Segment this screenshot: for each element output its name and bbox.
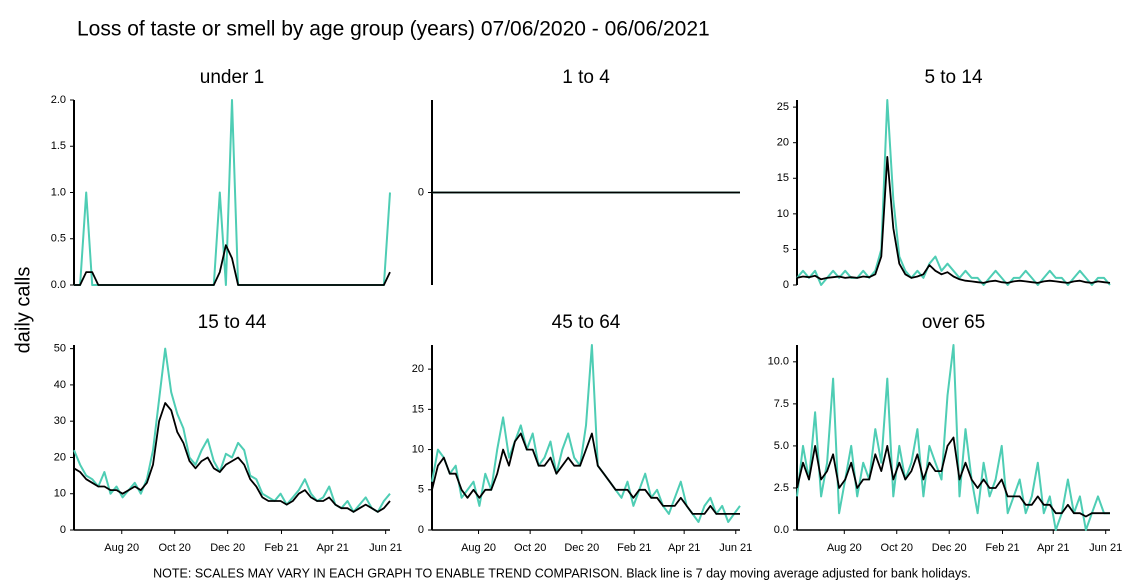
x-tick-label: Oct 20: [514, 542, 546, 554]
series-line: [73, 402, 391, 513]
series-line: [796, 156, 1111, 284]
y-tick-label: 2.0: [51, 94, 66, 106]
y-tick-label: 0: [418, 186, 424, 198]
y-tick-label: 7.5: [774, 398, 789, 410]
series-line: [796, 99, 1111, 286]
x-tick-label: Apr 21: [668, 542, 700, 554]
series-line: [431, 432, 740, 515]
y-tick-label: 20: [412, 363, 424, 375]
y-tick-label: 25: [777, 101, 789, 113]
x-tick-label: Dec 20: [210, 542, 245, 554]
series-line: [73, 347, 391, 513]
chart-title: Loss of taste or smell by age group (yea…: [77, 18, 710, 41]
panel-title: under 1: [200, 67, 264, 88]
panel-title: 15 to 44: [198, 312, 267, 333]
x-tick-label: Dec 20: [932, 542, 967, 554]
x-tick-label: Feb 21: [985, 542, 1019, 554]
y-tick-label: 5: [418, 484, 424, 496]
x-tick-label: Aug 20: [461, 542, 496, 554]
y-tick-label: 20: [54, 451, 66, 463]
y-tick-label: 1.0: [51, 186, 66, 198]
y-tick-label: 5: [783, 243, 789, 255]
y-tick-label: 10: [412, 443, 424, 455]
y-tick-label: 15: [412, 403, 424, 415]
y-tick-label: 0: [783, 279, 789, 291]
y-tick-label: 0: [60, 524, 66, 536]
x-tick-label: Oct 20: [881, 542, 913, 554]
x-tick-label: Aug 20: [104, 542, 139, 554]
y-tick-label: 10: [777, 208, 789, 220]
y-tick-label: 2.5: [774, 482, 789, 494]
note: NOTE: SCALES MAY VARY IN EACH GRAPH TO E…: [153, 566, 971, 580]
panel-title: 45 to 64: [552, 312, 621, 333]
x-tick-label: Jun 21: [369, 542, 402, 554]
y-tick-label: 10: [54, 488, 66, 500]
series-line: [74, 244, 391, 286]
panel-title: over 65: [922, 312, 985, 333]
y-tick-label: 0: [418, 524, 424, 536]
y-tick-label: 10.0: [768, 356, 789, 368]
x-tick-label: Jun 21: [1089, 542, 1122, 554]
series-line: [796, 344, 1110, 531]
y-tick-label: 5.0: [774, 440, 789, 452]
x-tick-label: Apr 21: [316, 542, 348, 554]
y-tick-label: 30: [54, 415, 66, 427]
y-tick-label: 15: [777, 172, 789, 184]
x-tick-label: Oct 20: [159, 542, 191, 554]
x-tick-label: Feb 21: [617, 542, 651, 554]
panel-title: 5 to 14: [924, 67, 983, 88]
x-tick-label: Apr 21: [1037, 542, 1069, 554]
y-axis-label: daily calls: [12, 267, 34, 354]
y-tick-label: 40: [54, 379, 66, 391]
x-tick-label: Aug 20: [827, 542, 862, 554]
y-tick-label: 0.0: [51, 279, 66, 291]
series-line: [796, 436, 1110, 518]
panel-title: 1 to 4: [562, 67, 610, 88]
y-tick-label: 20: [777, 137, 789, 149]
y-tick-label: 0.0: [774, 524, 789, 536]
y-tick-label: 50: [54, 343, 66, 355]
y-tick-label: 0.5: [51, 233, 66, 245]
y-tick-label: 1.5: [51, 140, 66, 152]
x-tick-label: Jun 21: [719, 542, 752, 554]
x-tick-label: Dec 20: [564, 542, 599, 554]
x-tick-label: Feb 21: [264, 542, 298, 554]
